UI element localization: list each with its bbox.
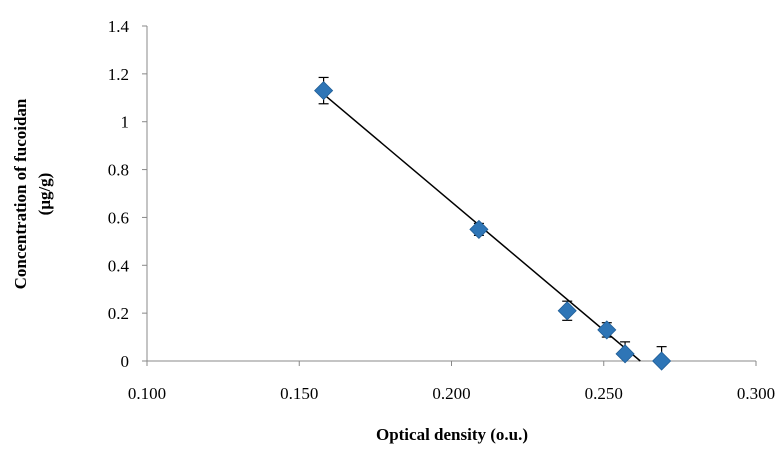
y-tick-label: 1.2 (108, 65, 129, 84)
data-point-diamond (314, 81, 334, 101)
y-tick-label: 0.6 (108, 208, 129, 227)
y-tick-label: 0.2 (108, 304, 129, 323)
y-tick-label: 0.4 (108, 256, 130, 275)
data-points-layer (314, 81, 672, 371)
x-tick-label: 0.150 (280, 384, 318, 403)
x-tick-label: 0.200 (432, 384, 470, 403)
x-tick-label: 0.300 (737, 384, 775, 403)
x-axis-title: Optical density (o.u.) (376, 425, 528, 444)
y-tick-label: 0.8 (108, 161, 129, 180)
x-axis-ticks: 0.100 0.150 0.200 0.250 0.300 (128, 361, 775, 403)
x-tick-label: 0.250 (585, 384, 623, 403)
y-tick-label: 1.4 (108, 17, 130, 36)
error-bars-layer (318, 76, 667, 361)
data-point-diamond (615, 344, 635, 364)
plot-area: 0 0.2 0.4 0.6 0.8 1 1.2 1.4 0.100 0.150 0.200 0.25… (108, 17, 775, 403)
data-point-diamond (557, 301, 577, 321)
y-axis-title-line1: Concentration of fucoidan (11, 98, 30, 289)
y-axis-title: Concentration of fucoidan (μg/g) (11, 98, 54, 289)
x-tick-label: 0.100 (128, 384, 166, 403)
y-tick-label: 1 (121, 113, 130, 132)
y-tick-label: 0 (121, 352, 130, 371)
y-axis-ticks: 0 0.2 0.4 0.6 0.8 1 1.2 1.4 (108, 17, 147, 371)
data-point-diamond (469, 219, 489, 239)
data-point-diamond (597, 320, 617, 340)
data-point-diamond (652, 351, 672, 371)
y-axis-title-line2: (μg/g) (35, 173, 54, 216)
